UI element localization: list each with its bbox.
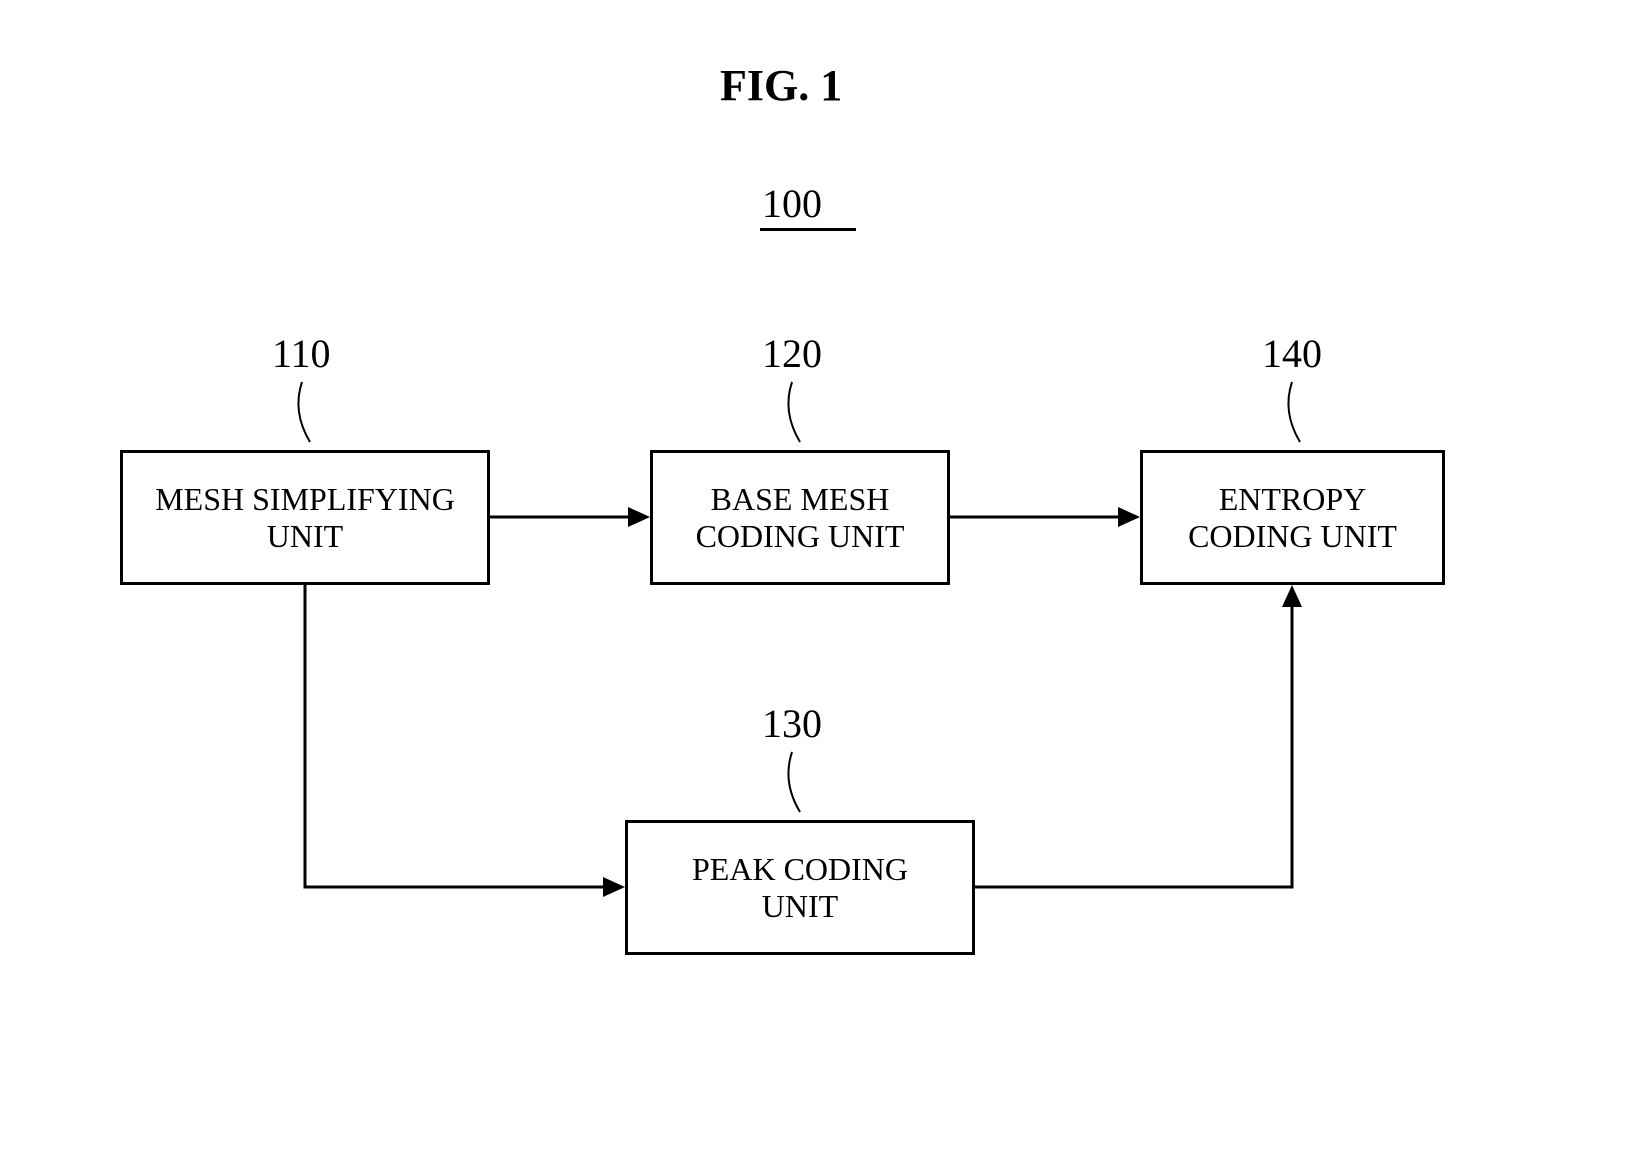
figure-title: FIG. 1: [720, 60, 842, 111]
box-peak-coding-unit: PEAK CODINGUNIT: [625, 820, 975, 955]
system-ref-underline: [760, 228, 856, 231]
box-label-130: PEAK CODINGUNIT: [692, 851, 908, 925]
ref-130: 130: [762, 700, 822, 747]
box-base-mesh-coding-unit: BASE MESHCODING UNIT: [650, 450, 950, 585]
box-mesh-simplifying-unit: MESH SIMPLIFYINGUNIT: [120, 450, 490, 585]
ref-140: 140: [1262, 330, 1322, 377]
system-ref-number: 100: [762, 180, 822, 227]
ref-120: 120: [762, 330, 822, 377]
box-label-140: ENTROPYCODING UNIT: [1188, 481, 1397, 555]
box-label-120: BASE MESHCODING UNIT: [696, 481, 905, 555]
box-label-110: MESH SIMPLIFYINGUNIT: [155, 481, 455, 555]
ref-110: 110: [272, 330, 331, 377]
box-entropy-coding-unit: ENTROPYCODING UNIT: [1140, 450, 1445, 585]
